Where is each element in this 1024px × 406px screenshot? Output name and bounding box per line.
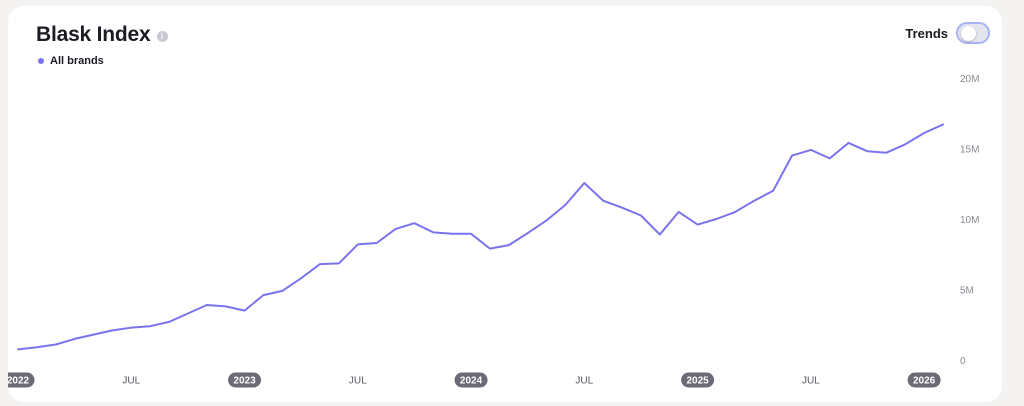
data-point[interactable]	[659, 234, 661, 236]
data-point[interactable]	[149, 325, 151, 327]
x-tick-month-label: JUL	[122, 376, 140, 387]
x-tick-year-pill	[681, 372, 715, 388]
y-tick-label: 10M	[960, 215, 979, 226]
data-point[interactable]	[527, 232, 529, 234]
data-point[interactable]	[300, 277, 302, 279]
data-point[interactable]	[244, 310, 246, 312]
data-point[interactable]	[923, 132, 925, 134]
data-point[interactable]	[395, 228, 397, 230]
info-icon[interactable]: i	[156, 31, 168, 42]
legend-dot-icon	[38, 58, 44, 64]
data-point[interactable]	[772, 190, 774, 192]
data-point[interactable]	[225, 305, 227, 307]
series-line-all-brands[interactable]	[17, 123, 944, 351]
trends-label: Trends	[905, 25, 948, 41]
data-point[interactable]	[470, 233, 472, 235]
data-point[interactable]	[376, 242, 378, 244]
x-tick-month-label: JUL	[802, 376, 820, 387]
data-point[interactable]	[168, 321, 170, 323]
x-tick-year-label: 2022	[8, 376, 30, 387]
data-point[interactable]	[206, 304, 208, 306]
data-point[interactable]	[942, 124, 944, 126]
data-point[interactable]	[130, 327, 132, 329]
data-points	[17, 124, 944, 351]
y-tick-label: 0	[960, 356, 966, 367]
blask-index-card: Blask Index i All brands Trends 0 5M 10M 15…	[8, 6, 1002, 402]
y-tick-label: 15M	[960, 145, 979, 156]
data-point[interactable]	[753, 200, 755, 202]
data-point[interactable]	[111, 329, 113, 331]
data-point[interactable]	[451, 233, 453, 235]
trends-control: Trends	[905, 22, 990, 44]
data-point[interactable]	[715, 218, 717, 220]
data-point[interactable]	[885, 152, 887, 154]
data-point[interactable]	[413, 222, 415, 224]
data-point[interactable]	[55, 343, 57, 345]
data-point[interactable]	[640, 214, 642, 216]
data-point[interactable]	[866, 150, 868, 152]
y-tick-label: 5M	[960, 286, 974, 297]
data-point[interactable]	[602, 200, 604, 202]
legend: All brands	[38, 55, 104, 67]
x-tick-month-label: JUL	[575, 376, 593, 387]
data-point[interactable]	[678, 211, 680, 213]
toggle-knob	[961, 26, 976, 41]
y-tick-label: 20M	[960, 74, 979, 85]
x-tick-year-label: 2026	[913, 376, 936, 387]
trends-toggle[interactable]	[956, 22, 990, 44]
data-point[interactable]	[829, 157, 831, 159]
data-point[interactable]	[74, 338, 76, 340]
data-point[interactable]	[697, 224, 699, 226]
x-tick-year-label: 2024	[460, 376, 483, 387]
title-row: Blask Index i	[36, 23, 168, 47]
data-point[interactable]	[508, 244, 510, 246]
data-point[interactable]	[319, 263, 321, 265]
data-point[interactable]	[432, 231, 434, 233]
x-tick-year-pill	[228, 372, 262, 388]
x-tick-year-pill	[454, 372, 488, 388]
data-point[interactable]	[546, 219, 548, 221]
data-point[interactable]	[357, 243, 359, 245]
data-point[interactable]	[734, 211, 736, 213]
data-point[interactable]	[810, 149, 812, 151]
y-axis: 0 5M 10M 15M 20M	[960, 74, 979, 367]
x-tick-year-pill	[907, 372, 941, 388]
x-tick-year-label: 2025	[686, 376, 709, 387]
data-point[interactable]	[93, 334, 95, 336]
legend-label-all-brands[interactable]: All brands	[50, 55, 104, 67]
data-point[interactable]	[621, 207, 623, 209]
data-point[interactable]	[281, 290, 283, 292]
chart-title: Blask Index	[36, 23, 151, 46]
x-tick-year-label: 2023	[233, 376, 256, 387]
data-point[interactable]	[848, 142, 850, 144]
data-point[interactable]	[791, 155, 793, 157]
data-point[interactable]	[17, 348, 19, 350]
data-point[interactable]	[262, 294, 264, 296]
x-tick-month-label: JUL	[349, 376, 367, 387]
data-point[interactable]	[36, 346, 38, 348]
data-point[interactable]	[338, 262, 340, 264]
x-tick-year-pill	[8, 372, 35, 388]
data-point[interactable]	[564, 204, 566, 206]
data-point[interactable]	[489, 248, 491, 250]
line-chart: 0 5M 10M 15M 20M 2022 JUL 2023 JUL 2024 JUL 2025 JU…	[8, 74, 979, 388]
data-point[interactable]	[187, 312, 189, 314]
data-point[interactable]	[583, 182, 585, 184]
data-point[interactable]	[904, 143, 906, 145]
x-axis: 2022 JUL 2023 JUL 2024 JUL 2025 JUL 2026	[8, 372, 941, 388]
